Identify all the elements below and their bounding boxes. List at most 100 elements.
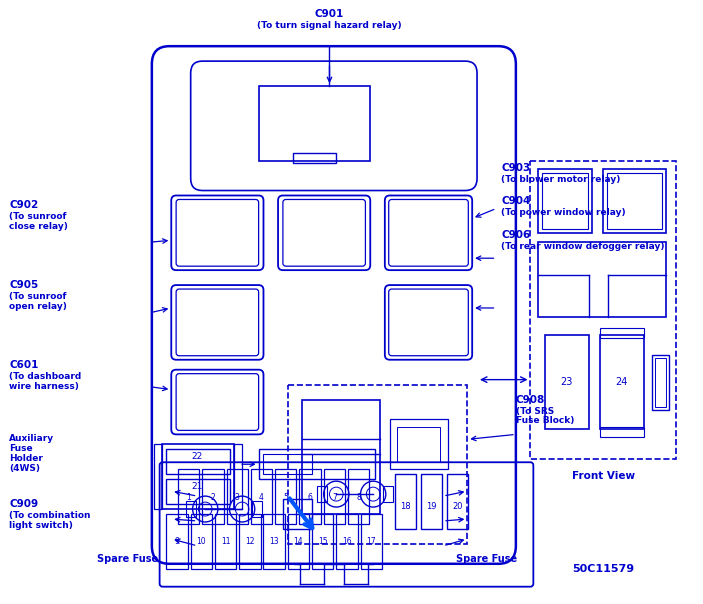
Bar bbox=[275, 469, 297, 524]
Bar bbox=[389, 419, 448, 469]
Text: 3: 3 bbox=[235, 493, 240, 501]
Text: Auxiliary: Auxiliary bbox=[9, 434, 54, 443]
Text: 12: 12 bbox=[245, 538, 254, 547]
Text: Spare Fuse: Spare Fuse bbox=[456, 554, 517, 564]
Text: 8: 8 bbox=[356, 493, 361, 501]
Bar bbox=[259, 86, 370, 161]
Text: C908: C908 bbox=[516, 394, 545, 405]
Bar bbox=[283, 499, 312, 529]
Bar bbox=[302, 400, 380, 514]
Bar bbox=[531, 161, 676, 459]
Text: C901: C901 bbox=[315, 9, 344, 19]
Bar bbox=[312, 514, 333, 569]
Bar bbox=[361, 514, 382, 569]
Text: 20: 20 bbox=[453, 501, 463, 510]
Text: (To sunroof: (To sunroof bbox=[9, 213, 67, 222]
Text: 50C11579: 50C11579 bbox=[572, 564, 634, 574]
Bar bbox=[234, 445, 242, 509]
Text: wire harness): wire harness) bbox=[9, 382, 79, 391]
Bar bbox=[545, 335, 588, 429]
Text: C909: C909 bbox=[9, 499, 38, 509]
Bar bbox=[654, 358, 666, 406]
Bar bbox=[191, 514, 212, 569]
Bar bbox=[348, 469, 369, 524]
Bar bbox=[600, 335, 644, 429]
Bar bbox=[239, 514, 261, 569]
Text: Spare Fuse: Spare Fuse bbox=[97, 554, 158, 564]
Bar bbox=[336, 514, 358, 569]
Bar bbox=[288, 385, 467, 544]
Text: Fuse Block): Fuse Block) bbox=[516, 417, 574, 425]
Text: 6: 6 bbox=[308, 493, 313, 501]
Text: (To turn signal hazard relay): (To turn signal hazard relay) bbox=[257, 21, 402, 30]
Bar bbox=[167, 449, 229, 474]
Bar bbox=[202, 469, 224, 524]
Bar bbox=[542, 173, 588, 230]
Text: 5: 5 bbox=[283, 493, 288, 501]
Bar bbox=[538, 242, 666, 317]
Bar bbox=[251, 469, 272, 524]
Text: open relay): open relay) bbox=[9, 302, 67, 311]
Bar bbox=[397, 428, 440, 462]
Bar bbox=[259, 449, 375, 479]
Bar bbox=[603, 169, 666, 233]
Text: 17: 17 bbox=[366, 538, 376, 547]
Bar bbox=[538, 169, 592, 233]
Bar bbox=[323, 469, 345, 524]
Text: 4: 4 bbox=[259, 493, 264, 501]
Bar bbox=[317, 486, 327, 502]
Bar bbox=[215, 514, 236, 569]
Bar bbox=[600, 328, 644, 338]
Text: 18: 18 bbox=[400, 501, 411, 510]
Text: 2: 2 bbox=[211, 493, 215, 501]
Bar bbox=[162, 445, 234, 509]
Text: C904: C904 bbox=[501, 196, 531, 207]
Bar bbox=[264, 514, 285, 569]
Bar bbox=[447, 474, 468, 529]
Text: close relay): close relay) bbox=[9, 222, 68, 231]
Text: 16: 16 bbox=[342, 538, 352, 547]
Bar bbox=[394, 474, 416, 529]
Bar bbox=[383, 486, 392, 502]
Text: (To blower motor relay): (To blower motor relay) bbox=[501, 175, 621, 184]
Text: 9: 9 bbox=[174, 538, 179, 547]
Text: 24: 24 bbox=[616, 377, 628, 387]
Text: (To SRS: (To SRS bbox=[516, 406, 554, 416]
Bar bbox=[600, 428, 644, 437]
Text: (To sunroof: (To sunroof bbox=[9, 292, 67, 301]
Bar bbox=[264, 454, 312, 474]
Text: Front View: Front View bbox=[572, 471, 635, 481]
Text: C906: C906 bbox=[501, 230, 531, 240]
Text: 1: 1 bbox=[186, 493, 191, 501]
Text: 13: 13 bbox=[269, 538, 279, 547]
Bar bbox=[226, 469, 248, 524]
Text: (4WS): (4WS) bbox=[9, 464, 40, 474]
Text: 10: 10 bbox=[197, 538, 206, 547]
Text: (To dashboard: (To dashboard bbox=[9, 371, 82, 381]
Text: C601: C601 bbox=[9, 360, 39, 370]
Bar bbox=[652, 355, 669, 410]
Text: 19: 19 bbox=[426, 501, 437, 510]
Text: Fuse: Fuse bbox=[9, 445, 33, 454]
Bar bbox=[167, 479, 229, 504]
Text: 15: 15 bbox=[318, 538, 328, 547]
Bar bbox=[607, 173, 662, 230]
Text: 14: 14 bbox=[294, 538, 303, 547]
Text: (To combination: (To combination bbox=[9, 511, 91, 520]
Bar bbox=[292, 153, 336, 162]
Bar bbox=[154, 445, 162, 509]
Bar bbox=[288, 514, 309, 569]
Text: (To rear window defogger relay): (To rear window defogger relay) bbox=[501, 242, 665, 251]
Text: (To power window relay): (To power window relay) bbox=[501, 208, 626, 217]
Text: 22: 22 bbox=[192, 452, 203, 461]
Bar bbox=[178, 469, 200, 524]
Text: C902: C902 bbox=[9, 201, 39, 210]
Text: light switch): light switch) bbox=[9, 521, 73, 530]
Bar bbox=[299, 469, 321, 524]
Text: C903: C903 bbox=[501, 162, 531, 173]
Text: Holder: Holder bbox=[9, 454, 43, 463]
Bar bbox=[252, 501, 262, 517]
Bar bbox=[186, 501, 195, 517]
Bar bbox=[167, 514, 188, 569]
Text: 7: 7 bbox=[332, 493, 337, 501]
